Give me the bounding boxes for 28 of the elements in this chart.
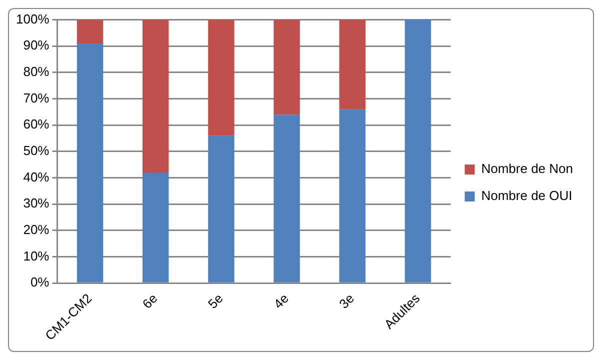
y-tick-label: 20%	[23, 222, 50, 238]
y-tick-label: 30%	[23, 196, 50, 211]
y-tick-label: 80%	[23, 64, 50, 80]
bar	[208, 136, 234, 282]
y-tick-label: 10%	[23, 248, 50, 264]
bar	[339, 109, 366, 282]
x-tick-label: 4e	[270, 290, 292, 312]
x-tick-label: 3e	[336, 290, 358, 312]
y-tick-label: 60%	[23, 116, 50, 132]
x-tick-label: 5e	[205, 290, 226, 312]
y-tick-label: 50%	[23, 143, 50, 158]
bar	[339, 20, 366, 110]
y-tick-label: 70%	[23, 90, 50, 106]
bar	[76, 43, 104, 282]
bar	[142, 20, 169, 173]
bar	[76, 20, 104, 44]
bar	[404, 20, 432, 282]
x-tick-label: 6e	[139, 290, 160, 312]
bar	[274, 114, 300, 282]
y-tick-label: 100%	[16, 11, 50, 26]
bar	[274, 20, 300, 115]
y-tick-label: 40%	[23, 169, 50, 184]
y-tick-label: 0%	[30, 274, 50, 290]
bar	[208, 20, 234, 136]
legend-label: Nombre de OUI	[481, 188, 572, 204]
y-tick-label: 90%	[23, 38, 50, 53]
bar	[142, 172, 169, 282]
legend-label: Nombre de Non	[481, 161, 574, 176]
